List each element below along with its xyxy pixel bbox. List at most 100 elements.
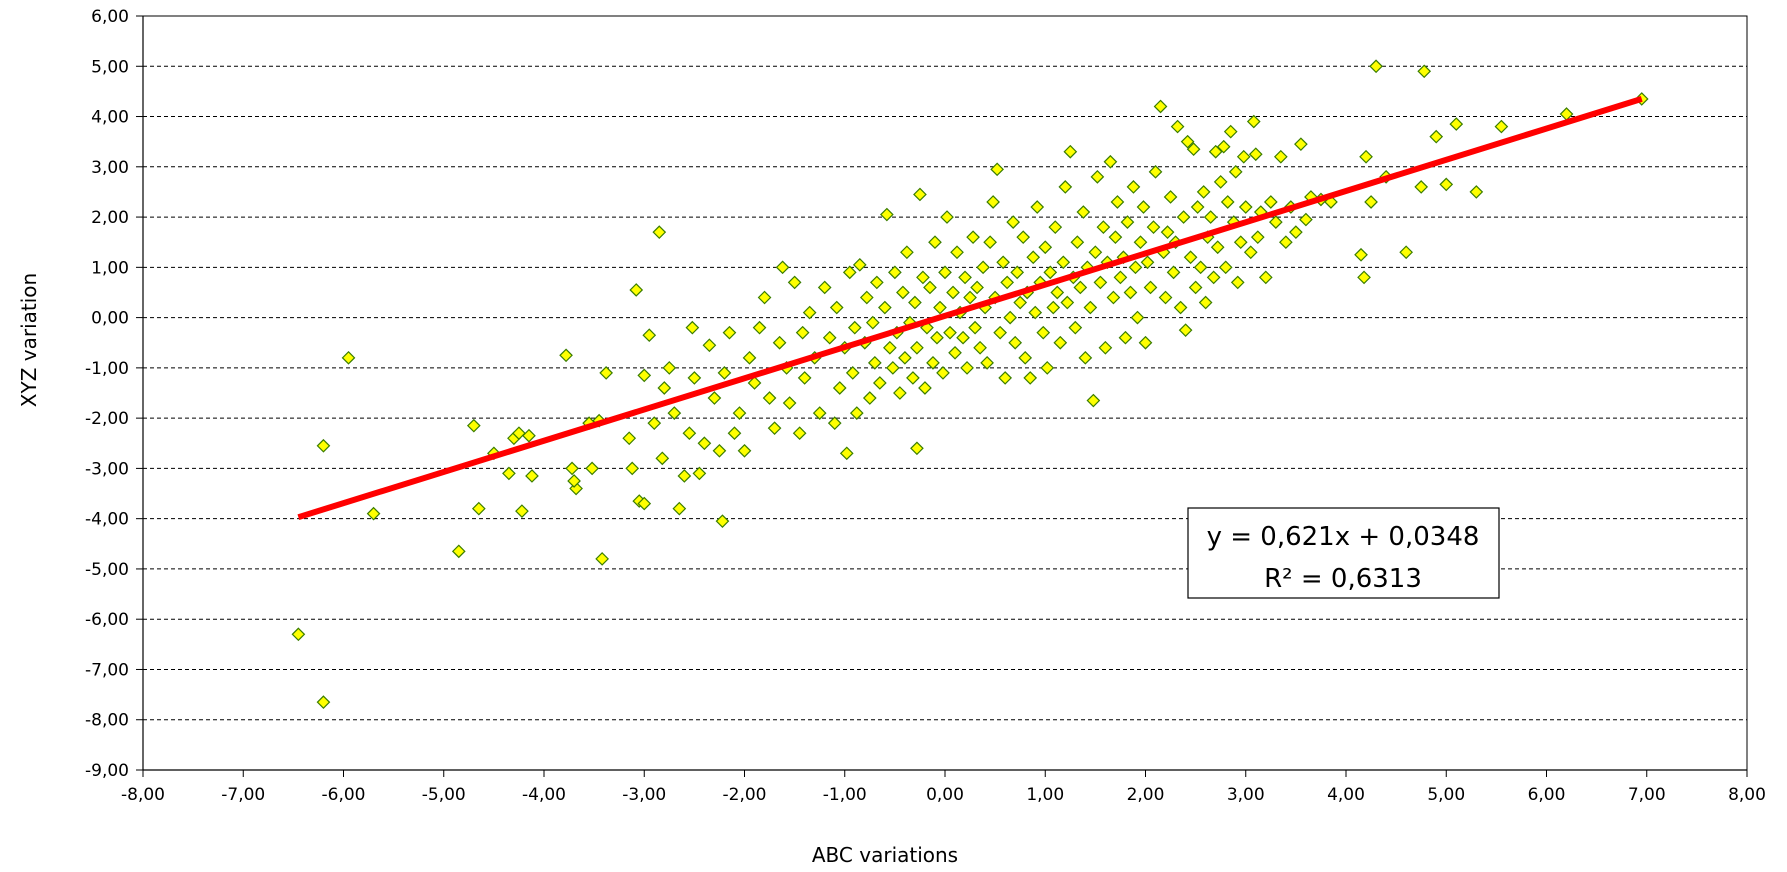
data-point	[466, 418, 481, 433]
data-point	[976, 260, 990, 275]
x-tick-label: -1,00	[823, 785, 867, 805]
data-point	[712, 443, 727, 458]
data-point	[1028, 305, 1043, 320]
data-point	[559, 348, 573, 363]
data-point	[1090, 170, 1105, 184]
data-point	[958, 270, 972, 285]
data-point	[451, 544, 466, 559]
x-tick-labels: -8,00 -7,00 -6,00 -5,00 -4,00 -3,00 -2,00 -1,00…	[121, 770, 1766, 805]
data-point	[847, 320, 862, 335]
data-point	[1258, 270, 1273, 285]
data-point	[1176, 210, 1191, 224]
data-point	[1063, 144, 1078, 159]
data-point	[722, 325, 737, 340]
data-point	[1246, 114, 1261, 129]
data-point	[1073, 280, 1088, 295]
data-point	[1208, 144, 1223, 159]
y-tick-label: -4,00	[85, 510, 129, 530]
y-tick-label: -9,00	[85, 761, 129, 781]
data-point	[913, 187, 927, 202]
data-point	[839, 446, 854, 461]
data-point	[880, 207, 894, 222]
data-point	[980, 355, 994, 370]
plot-area	[142, 15, 1748, 771]
data-point	[702, 338, 717, 353]
data-point	[782, 396, 797, 410]
x-tick-label: 7,00	[1628, 785, 1666, 805]
x-tick-label: 1,00	[1026, 785, 1064, 805]
x-tick-label: 8,00	[1728, 785, 1766, 805]
data-point	[625, 461, 640, 476]
data-point	[1268, 215, 1283, 229]
data-point	[900, 245, 914, 260]
data-point	[1076, 205, 1091, 219]
data-point	[1000, 275, 1015, 290]
data-point	[1248, 147, 1263, 162]
data-point	[1158, 290, 1173, 305]
data-point	[893, 386, 907, 400]
data-point	[930, 330, 944, 345]
data-point	[1183, 250, 1198, 265]
data-point	[1088, 245, 1103, 260]
y-tick-label: 0,00	[91, 309, 129, 329]
data-point	[662, 361, 677, 375]
data-point	[1180, 134, 1195, 149]
data-point	[1216, 139, 1231, 154]
data-point	[910, 340, 924, 355]
data-point	[916, 270, 930, 285]
data-point	[1160, 225, 1175, 239]
data-point	[1113, 270, 1128, 285]
data-point	[948, 345, 962, 360]
data-point	[687, 371, 702, 385]
data-point	[1068, 320, 1083, 335]
data-point	[983, 235, 997, 250]
data-point	[886, 361, 900, 375]
data-point	[1178, 323, 1193, 338]
data-point	[1439, 177, 1454, 192]
data-point	[1153, 99, 1168, 114]
data-point	[655, 451, 670, 466]
data-point	[832, 381, 847, 395]
data-point	[672, 501, 687, 516]
x-tick-label: -8,00	[121, 785, 165, 805]
data-point	[502, 466, 516, 481]
data-point	[908, 295, 922, 310]
data-point	[1429, 129, 1444, 144]
data-point	[515, 504, 529, 518]
data-point	[1138, 335, 1153, 350]
data-point	[1096, 220, 1111, 234]
data-point	[1086, 393, 1101, 408]
data-point	[1449, 117, 1464, 131]
equation-text: y = 0,621x + 0,0348	[1207, 522, 1480, 552]
data-point	[1070, 235, 1085, 250]
data-point	[973, 340, 987, 355]
data-point	[1046, 300, 1061, 315]
data-point	[767, 421, 782, 436]
data-point	[762, 391, 777, 405]
data-point	[717, 366, 732, 380]
y-axis-title: XYZ variation	[17, 273, 41, 407]
data-point	[787, 275, 802, 290]
data-point	[842, 265, 857, 280]
data-point	[888, 265, 902, 280]
data-point	[938, 265, 952, 280]
data-point	[1038, 240, 1053, 255]
data-point	[1146, 220, 1161, 234]
data-point	[869, 275, 884, 290]
data-point	[950, 245, 964, 260]
data-point	[1010, 265, 1025, 280]
data-point	[1354, 247, 1368, 262]
data-point	[1198, 295, 1213, 310]
data-point	[1203, 210, 1218, 224]
data-point	[1399, 245, 1413, 260]
data-point	[852, 257, 867, 272]
data-point	[956, 330, 970, 345]
data-point	[1294, 137, 1308, 152]
y-tick-label: -3,00	[85, 459, 129, 479]
data-point	[1133, 235, 1148, 250]
data-point	[1023, 371, 1038, 385]
data-point	[629, 283, 644, 297]
data-point	[946, 285, 960, 300]
data-point	[1056, 255, 1071, 270]
data-point	[1233, 235, 1248, 250]
